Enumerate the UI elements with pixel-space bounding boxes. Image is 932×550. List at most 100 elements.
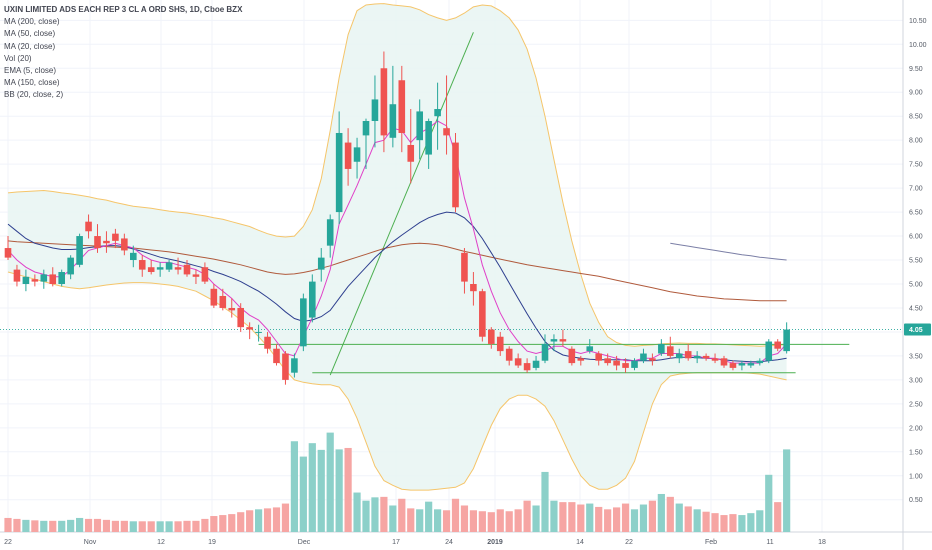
candle-body <box>738 363 746 366</box>
x-tick-label: Feb <box>705 539 717 546</box>
candle-body <box>300 298 307 347</box>
candle-body <box>210 288 218 306</box>
candle-body <box>291 358 298 373</box>
legend-item-ma150[interactable]: MA (150, close) <box>4 78 60 88</box>
volume-bar <box>684 506 692 532</box>
volume-bar <box>657 493 665 532</box>
volume-bar <box>102 519 111 532</box>
volume-bar <box>532 505 540 532</box>
candle-body <box>112 233 119 241</box>
y-tick-label: 8.50 <box>909 114 923 121</box>
candle-body <box>649 358 656 361</box>
candle-body <box>693 355 701 359</box>
volume-bar <box>702 511 710 532</box>
candle-body <box>183 264 191 275</box>
candle-body <box>147 267 155 273</box>
y-tick-label: 1.00 <box>909 473 923 480</box>
candle-body <box>67 257 74 275</box>
volume-bar <box>326 432 334 532</box>
volume-bar <box>783 449 791 532</box>
time-axis[interactable]: 22 Nov 12 19 Dec 17 24 2019 14 22 Feb 11 18 <box>4 539 826 546</box>
x-tick-label: 17 <box>392 539 400 546</box>
y-tick-label: 9.00 <box>909 90 923 97</box>
x-tick-label: 24 <box>445 539 453 546</box>
volume-bar <box>335 449 343 532</box>
ma150-line <box>7 240 787 302</box>
volume-bar <box>693 509 701 532</box>
y-tick-label: 10.50 <box>909 18 927 25</box>
candle-body <box>156 267 164 270</box>
price-axis[interactable]: 0.501.001.502.002.503.003.504.004.505.00… <box>904 0 931 504</box>
legend-item-ma20[interactable]: MA (20, close) <box>4 41 56 51</box>
legend-item-ema5[interactable]: EMA (5, close) <box>4 66 57 76</box>
volume-bar <box>765 474 773 532</box>
volume-bar <box>434 509 442 532</box>
legend-item-ma50[interactable]: MA (50, close) <box>4 29 56 39</box>
y-tick-label: 6.00 <box>909 234 923 241</box>
x-tick-label: 2019 <box>487 539 503 546</box>
candle-body <box>4 248 12 258</box>
volume-bar <box>58 520 66 532</box>
y-tick-label: 11.00 <box>909 0 926 1</box>
volume-bar <box>246 510 254 532</box>
candle-body <box>479 291 486 337</box>
y-tick-label: 9.50 <box>909 66 923 73</box>
candle-body <box>228 307 236 311</box>
volume-bar <box>523 500 531 532</box>
volume-bar <box>621 503 630 532</box>
candle-body <box>559 339 567 342</box>
candle-body <box>398 80 406 133</box>
candle-body <box>237 307 244 328</box>
volume-bar <box>675 503 683 532</box>
candle-body <box>13 269 21 282</box>
candle-body <box>532 360 540 368</box>
volume-bar <box>505 511 513 532</box>
candle-body <box>488 329 495 344</box>
volume-bar <box>460 505 469 532</box>
candle-body <box>362 121 370 136</box>
volume-bar <box>586 503 594 532</box>
y-tick-label: 5.00 <box>909 282 923 289</box>
candle-body <box>774 341 781 349</box>
y-tick-label: 2.50 <box>909 401 923 408</box>
x-tick-label: Nov <box>84 539 97 546</box>
y-tick-label: 4.50 <box>909 305 923 312</box>
candle-body <box>219 295 227 308</box>
volume-bar <box>568 502 576 532</box>
x-tick-label: Dec <box>298 539 311 546</box>
volume-bar <box>174 521 182 532</box>
candle-body <box>103 240 110 244</box>
legend-item-bb[interactable]: BB (20, close, 2) <box>4 90 64 100</box>
volume-bar <box>711 513 719 532</box>
y-tick-label: 3.50 <box>909 353 923 360</box>
candle-body <box>595 353 602 361</box>
candle-body <box>720 358 728 366</box>
legend-item-ma200[interactable]: MA (200, close) <box>4 17 60 27</box>
candle-body <box>452 142 459 208</box>
candle-body <box>49 274 57 284</box>
volume-bar <box>371 497 379 532</box>
y-tick-label: 10.00 <box>909 42 927 49</box>
candle-body <box>246 327 253 330</box>
candle-body <box>667 346 674 356</box>
legend-item-vol[interactable]: Vol (20) <box>4 53 32 63</box>
candle-body <box>264 336 271 349</box>
volume-bar <box>138 521 146 532</box>
candle-body <box>255 331 262 333</box>
volume-bar <box>774 502 782 532</box>
symbol-title[interactable]: UXIN LIMITED ADS EACH REP 3 CL A ORD SHS… <box>4 5 243 14</box>
volume-bar <box>93 518 102 532</box>
last-price-badge <box>904 323 931 336</box>
candle-body <box>58 272 65 284</box>
volume-bar <box>541 471 549 532</box>
volume-bar <box>228 514 236 532</box>
candle-body <box>568 348 576 364</box>
volume-bar <box>604 509 612 532</box>
candle-body <box>371 99 379 122</box>
candle-body <box>613 360 620 366</box>
volume-bar <box>165 521 173 532</box>
x-tick-label: 12 <box>157 539 165 546</box>
volume-bar <box>559 502 567 532</box>
y-tick-label: 8.00 <box>909 138 923 145</box>
